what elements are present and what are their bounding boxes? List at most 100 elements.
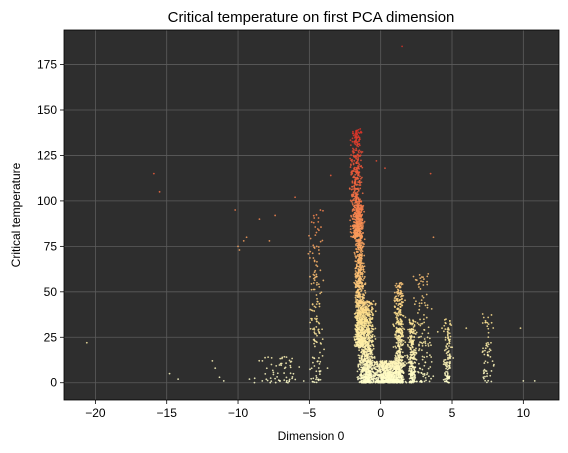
data-point <box>357 209 360 211</box>
data-point <box>522 380 525 382</box>
data-point <box>253 377 256 380</box>
data-point <box>394 380 397 383</box>
data-point <box>369 313 372 316</box>
data-point <box>368 309 371 312</box>
data-point <box>364 364 366 367</box>
data-point <box>446 372 449 375</box>
data-point <box>369 360 372 363</box>
data-point <box>371 303 374 306</box>
data-point <box>276 372 279 375</box>
data-point <box>360 351 363 354</box>
data-point <box>363 275 366 278</box>
data-point <box>487 379 490 382</box>
data-point <box>398 381 401 383</box>
data-point <box>397 331 400 334</box>
data-point <box>361 352 364 355</box>
data-point <box>285 379 288 382</box>
data-point <box>359 213 362 215</box>
data-point <box>375 361 378 364</box>
data-point <box>312 328 314 331</box>
plot-frame <box>63 29 560 401</box>
data-point <box>400 319 403 322</box>
data-point <box>364 291 367 294</box>
data-point <box>354 260 357 263</box>
data-point <box>429 354 431 357</box>
data-point <box>420 322 423 325</box>
data-point <box>359 234 361 237</box>
data-point <box>312 288 315 291</box>
data-point <box>364 374 367 377</box>
data-point <box>288 380 291 382</box>
data-point <box>418 344 420 347</box>
data-point <box>360 268 363 271</box>
data-point <box>448 354 451 356</box>
data-point <box>404 299 406 302</box>
data-point <box>359 273 362 276</box>
data-point <box>369 316 372 319</box>
data-point <box>409 348 412 351</box>
data-point <box>354 234 357 237</box>
data-point <box>356 202 359 205</box>
data-point <box>390 376 393 378</box>
data-point <box>367 321 370 324</box>
data-point <box>381 368 384 371</box>
data-point <box>353 185 355 188</box>
data-point <box>443 359 446 361</box>
data-point <box>419 367 422 370</box>
data-point <box>448 338 451 341</box>
data-point <box>395 302 398 305</box>
data-point <box>386 372 388 375</box>
data-point <box>368 355 371 358</box>
data-point <box>399 309 402 311</box>
data-point <box>363 370 366 372</box>
data-point <box>371 333 374 336</box>
data-point <box>357 159 360 161</box>
data-point <box>394 345 397 348</box>
data-point <box>381 374 384 376</box>
data-point <box>354 179 356 181</box>
data-point <box>289 364 292 367</box>
data-point <box>360 217 362 219</box>
data-point <box>312 257 315 259</box>
data-point <box>317 220 320 223</box>
data-point <box>400 328 403 331</box>
data-point <box>370 341 373 344</box>
data-point <box>158 190 161 193</box>
data-point <box>354 139 357 142</box>
data-point <box>371 361 374 364</box>
data-point <box>177 378 180 380</box>
data-point <box>355 232 358 235</box>
data-point <box>366 320 369 323</box>
data-point <box>392 373 395 376</box>
data-point <box>420 379 422 382</box>
data-point <box>360 316 363 318</box>
data-point <box>357 217 360 220</box>
data-point <box>448 366 451 369</box>
data-point <box>402 339 405 342</box>
data-point <box>360 251 362 254</box>
data-point <box>291 357 294 360</box>
data-point <box>369 345 372 348</box>
data-point <box>395 356 398 359</box>
data-point <box>358 317 361 320</box>
data-point <box>441 327 443 330</box>
data-point <box>395 295 398 298</box>
data-points <box>85 45 536 384</box>
data-point <box>446 376 449 379</box>
data-point <box>357 272 360 274</box>
data-point <box>396 366 399 369</box>
data-point <box>367 378 370 381</box>
data-point <box>364 301 367 303</box>
data-point <box>426 336 429 339</box>
data-point <box>427 375 430 378</box>
data-point <box>404 341 407 344</box>
y-axis-ticks: 0 25 50 75 100 125 150 175 <box>37 58 64 390</box>
data-point <box>421 332 424 335</box>
data-point <box>421 358 424 361</box>
data-point <box>372 300 375 302</box>
data-point <box>355 248 358 250</box>
data-point <box>357 306 360 309</box>
data-point <box>368 366 371 369</box>
data-point <box>310 367 313 370</box>
data-point <box>444 361 447 364</box>
